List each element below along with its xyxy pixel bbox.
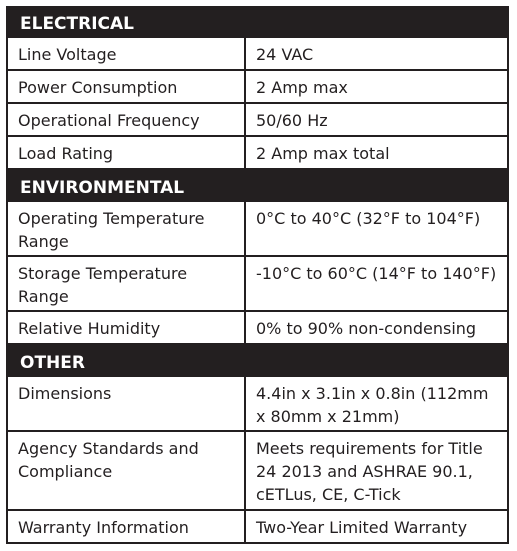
table-row: Line Voltage 24 VAC bbox=[6, 38, 509, 71]
row-label: Relative Humidity bbox=[8, 312, 246, 343]
row-value: 0% to 90% non-condensing bbox=[256, 319, 477, 338]
section-header-other: OTHER bbox=[6, 345, 509, 377]
table-row: Warranty Information Two-Year Limited Wa… bbox=[6, 511, 509, 544]
table-row: Relative Humidity 0% to 90% non-condensi… bbox=[6, 312, 509, 345]
row-value: 2 Amp max total bbox=[256, 144, 390, 163]
table-row: Storage Temperature Range -10°C to 60°C … bbox=[6, 257, 509, 312]
table-row: Dimensions 4.4in x 3.1in x 0.8in (112mm … bbox=[6, 377, 509, 432]
table-row: Agency Standards and Compliance Meets re… bbox=[6, 432, 509, 511]
row-label: Power Consumption bbox=[8, 71, 246, 102]
section-header-electrical: ELECTRICAL bbox=[6, 6, 509, 38]
table-row: Operational Frequency 50/60 Hz bbox=[6, 104, 509, 137]
section-header-environmental: ENVIRONMENTAL bbox=[6, 170, 509, 202]
row-value: 4.4in x 3.1in x 0.8in (112mm x 80mm x 21… bbox=[256, 384, 489, 426]
row-label: Agency Standards and Compliance bbox=[8, 432, 246, 509]
table-row: Power Consumption 2 Amp max bbox=[6, 71, 509, 104]
row-label: Line Voltage bbox=[8, 38, 246, 69]
row-label: Operating Temperature Range bbox=[8, 202, 246, 255]
row-label: Dimensions bbox=[8, 377, 246, 430]
row-value: Two-Year Limited Warranty bbox=[256, 518, 468, 537]
row-value: 24 VAC bbox=[256, 45, 314, 64]
row-value: 2 Amp max bbox=[256, 78, 348, 97]
row-value: Meets requirements for Title 24 2013 and… bbox=[256, 439, 483, 504]
row-label: Storage Temperature Range bbox=[8, 257, 246, 310]
table-row: Operating Temperature Range 0°C to 40°C … bbox=[6, 202, 509, 257]
spec-table: ELECTRICAL Line Voltage 24 VAC Power Con… bbox=[6, 6, 509, 544]
row-label: Operational Frequency bbox=[8, 104, 246, 135]
row-label: Warranty Information bbox=[8, 511, 246, 542]
row-value: 0°C to 40°C (32°F to 104°F) bbox=[256, 209, 481, 228]
row-value: 50/60 Hz bbox=[256, 111, 328, 130]
row-label: Load Rating bbox=[8, 137, 246, 168]
row-value: -10°C to 60°C (14°F to 140°F) bbox=[256, 264, 497, 283]
table-row: Load Rating 2 Amp max total bbox=[6, 137, 509, 170]
